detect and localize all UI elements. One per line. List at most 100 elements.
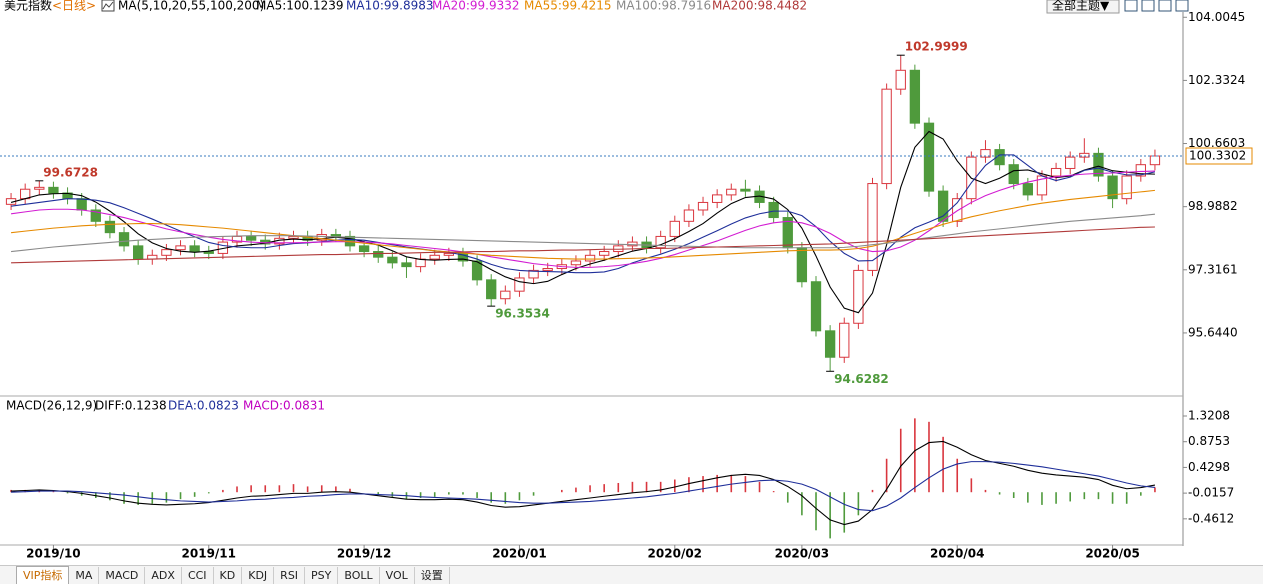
candle-body [76, 198, 87, 211]
candle-body [853, 269, 864, 324]
toolbar-tab[interactable]: MACD [99, 567, 146, 584]
icon-button[interactable] [1141, 0, 1155, 12]
extreme-label: 96.3534 [495, 307, 550, 321]
toolbar-tab[interactable]: VIP指标 [16, 566, 70, 584]
legend-entry: DIFF:0.1238 [95, 399, 167, 413]
candle-body [1107, 175, 1118, 200]
candle-body [443, 252, 455, 256]
chart: 美元指数 <日线> MA(5,10,20,55,100,200) 全部主题▼ M… [0, 0, 1263, 565]
y-tick-label: 1.3208 [1188, 408, 1230, 422]
y-tick-label: 102.3324 [1188, 73, 1245, 87]
candle-body [415, 258, 426, 268]
candle-body [923, 122, 935, 192]
background [0, 0, 1263, 565]
x-tick-label: 2020/04 [930, 547, 984, 561]
extreme-label: 102.9999 [905, 40, 968, 54]
candle-body [401, 262, 412, 268]
toolbar-tab[interactable]: ADX [145, 567, 182, 584]
candle-body [824, 330, 836, 358]
candle-body [358, 245, 370, 253]
candle-body [1065, 156, 1076, 169]
x-tick-label: 2020/02 [648, 547, 702, 561]
x-tick-label: 2020/05 [1085, 547, 1139, 561]
candle-body [796, 247, 808, 283]
y-tick-label: 0.8753 [1188, 434, 1230, 448]
candle-body [1050, 167, 1062, 177]
theme-button-label[interactable]: 全部主题▼ [1052, 0, 1110, 13]
extreme-label: 99.6728 [43, 165, 98, 179]
candle-body [1149, 155, 1161, 166]
legend-entry: MA200:98.4482 [712, 0, 807, 13]
ma-line [10, 154, 1156, 274]
candle-body [486, 279, 497, 300]
legend-entry: MA20:99.9332 [432, 0, 520, 13]
candle-body [937, 190, 949, 222]
candle-body [542, 268, 553, 271]
x-tick-label: 2019/10 [26, 547, 80, 561]
candle-body [627, 241, 638, 247]
ma-params: MA(5,10,20,55,100,200) [118, 0, 264, 13]
candle-body [768, 201, 779, 219]
toolbar-tab[interactable]: CCI [182, 567, 214, 584]
candle-body [1079, 152, 1090, 158]
legend-entry: DEA:0.0823 [168, 399, 239, 413]
candle-body [387, 256, 398, 264]
candle-body [1093, 152, 1104, 177]
candle-body [471, 260, 483, 281]
toolbar-tab[interactable]: BOLL [338, 567, 380, 584]
candle-body [952, 198, 963, 222]
y-tick-label: 104.0045 [1188, 10, 1245, 24]
extreme-label: 94.6282 [834, 372, 889, 386]
last-price-label: 100.3302 [1189, 148, 1246, 162]
candle-body [740, 188, 751, 192]
candle-body [514, 277, 525, 292]
macd-line [11, 440, 1156, 526]
macd-line [11, 461, 1156, 512]
toolbar-tab[interactable]: MA [69, 567, 100, 584]
candle-body [1121, 175, 1132, 200]
legend-entry: MA10:99.8983 [346, 0, 434, 13]
candle-body [1135, 164, 1146, 177]
ma-line [10, 170, 1155, 268]
candle-body [500, 290, 511, 300]
ma-line [10, 130, 1155, 314]
y-tick-label: 98.9882 [1188, 199, 1238, 213]
instrument-title: 美元指数 [4, 0, 52, 13]
candle-body [909, 69, 921, 124]
y-tick-label: -0.4612 [1188, 511, 1234, 525]
legend-entry: MACD:0.0831 [243, 399, 325, 413]
candle-body [980, 149, 991, 158]
candle-body [48, 186, 59, 194]
y-tick-label: 0.4298 [1188, 460, 1230, 474]
toolbar-tab[interactable]: 设置 [415, 567, 450, 584]
icon-button[interactable] [1175, 0, 1189, 12]
candle-body [132, 245, 144, 260]
x-tick-label: 2020/01 [492, 547, 546, 561]
candle-body [1022, 183, 1034, 196]
toolbar-tab[interactable]: KDJ [242, 567, 275, 584]
icon-button[interactable] [1124, 0, 1138, 12]
candle-body [867, 183, 878, 271]
candle-body [245, 235, 257, 241]
y-tick-label: 95.6440 [1188, 325, 1238, 339]
toolbar-tab[interactable]: VOL [380, 567, 415, 584]
y-tick-label: 100.6603 [1188, 136, 1245, 150]
candle-body [104, 220, 116, 234]
candle-body [90, 209, 101, 222]
toolbar-tab[interactable]: PSY [305, 567, 339, 584]
icon-button[interactable] [1158, 0, 1172, 12]
x-tick-label: 2020/03 [775, 547, 829, 561]
candle-body [994, 149, 1005, 166]
theme-button[interactable] [1046, 0, 1120, 14]
candle-body [683, 209, 695, 222]
candle-body [34, 186, 45, 190]
candle-body [726, 188, 737, 196]
toolbar-tab[interactable]: RSI [274, 567, 306, 584]
candle-body [584, 254, 596, 262]
toolbar-tab[interactable]: KD [214, 567, 243, 584]
candle-body [711, 194, 723, 203]
candle-body [881, 88, 892, 185]
candle-body [118, 232, 130, 247]
